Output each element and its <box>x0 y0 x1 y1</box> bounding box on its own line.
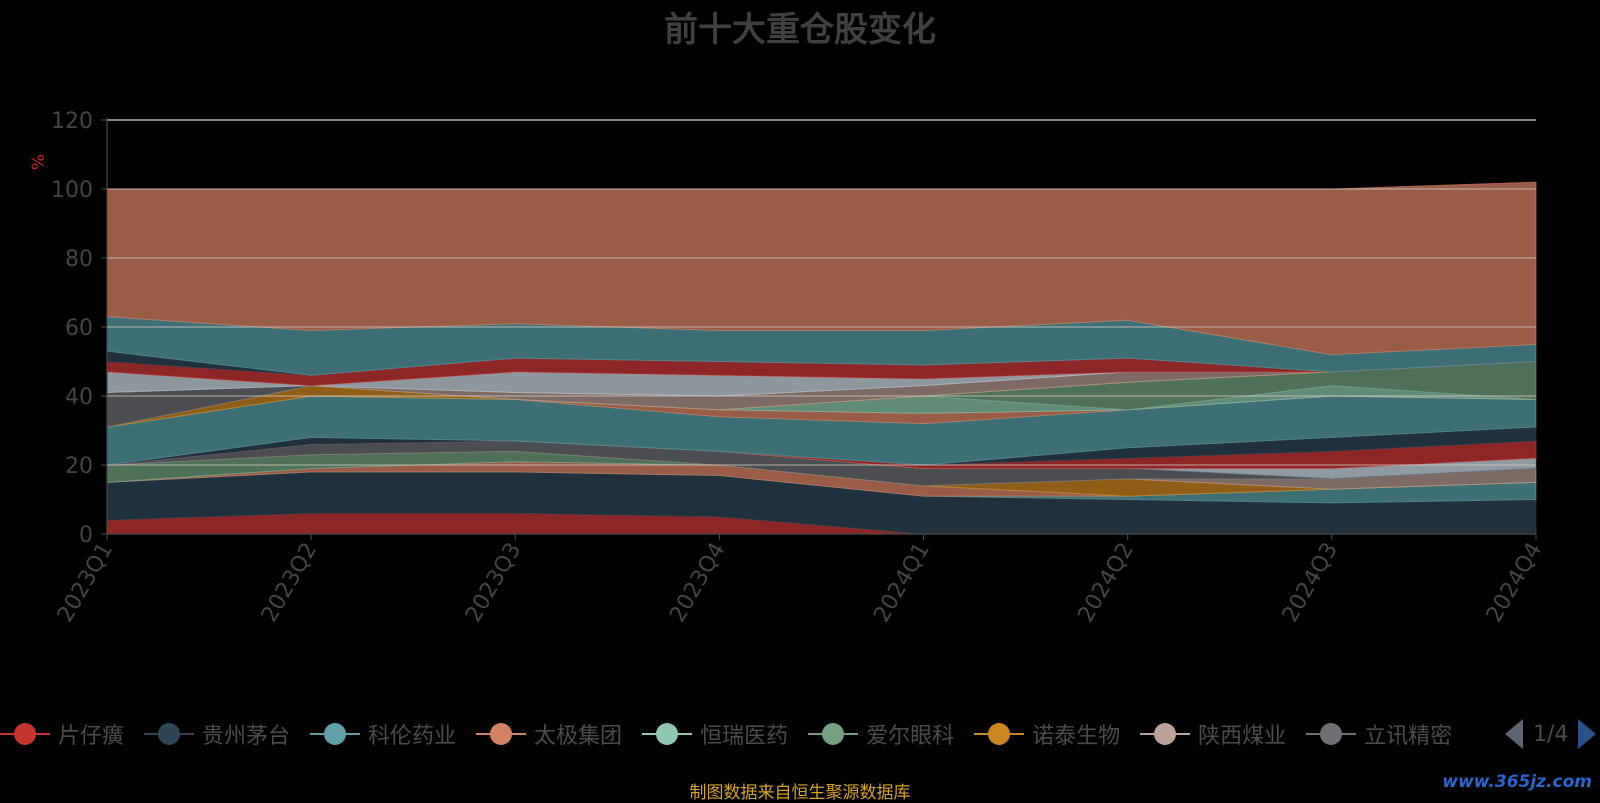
x-tick-label: 2023Q1 <box>53 539 118 627</box>
legend-label: 太极集团 <box>534 724 623 749</box>
legend-symbol-icon <box>1140 722 1191 746</box>
legend-symbol-icon <box>476 722 527 746</box>
legend-symbol-icon <box>974 722 1025 746</box>
y-axis-unit-label: % <box>29 154 49 170</box>
y-tick-label: 80 <box>65 247 93 272</box>
y-tick-label: 60 <box>65 316 93 341</box>
y-tick-label: 100 <box>51 178 93 203</box>
legend-item[interactable]: 恒瑞医药 <box>642 718 788 750</box>
y-tick-label: 120 <box>51 109 93 134</box>
legend-next-arrow-icon[interactable] <box>1578 719 1597 749</box>
y-tick-label: 0 <box>79 523 93 548</box>
grid-lines <box>107 119 1536 466</box>
legend-label: 贵州茅台 <box>202 724 291 749</box>
legend-label: 科伦药业 <box>368 724 457 749</box>
data-source-note: 制图数据来自恒生聚源数据库 <box>689 783 911 803</box>
area-series-25[interactable] <box>106 181 1537 356</box>
legend-symbol-icon <box>1306 722 1357 746</box>
y-tick-label: 20 <box>65 454 93 479</box>
legend-page-indicator: 1/4 <box>1533 721 1569 747</box>
legend-pager: 1/4 <box>1505 716 1597 752</box>
x-tick-label: 2024Q2 <box>1074 539 1139 627</box>
legend: 片仔癀 贵州茅台 科伦药业 太极集团 恒瑞医药 爱尔眼科 诺泰生物 陕西煤业 立讯精密 <box>0 714 1490 754</box>
legend-symbol-icon <box>310 722 361 746</box>
x-tick-label: 2023Q4 <box>665 539 730 627</box>
legend-symbol-icon <box>0 722 50 746</box>
x-tick-label: 2024Q3 <box>1278 539 1343 627</box>
legend-label: 诺泰生物 <box>1032 724 1121 749</box>
legend-symbol-icon <box>808 722 859 746</box>
legend-item[interactable]: 陕西煤业 <box>1140 718 1286 750</box>
x-tick-label: 2024Q1 <box>869 539 934 627</box>
legend-item[interactable]: 太极集团 <box>476 718 622 750</box>
legend-label: 爱尔眼科 <box>866 724 955 749</box>
x-tick-label: 2023Q3 <box>461 539 526 627</box>
legend-label: 立讯精密 <box>1364 724 1453 749</box>
legend-item[interactable]: 诺泰生物 <box>974 718 1120 750</box>
legend-item[interactable]: 爱尔眼科 <box>808 718 954 750</box>
legend-item[interactable]: 立讯精密 <box>1306 718 1452 750</box>
y-tick-label: 40 <box>65 385 93 410</box>
area-series-layer <box>106 181 1537 535</box>
legend-symbol-icon <box>144 722 195 746</box>
legend-label: 片仔癀 <box>58 724 125 749</box>
legend-label: 恒瑞医药 <box>700 724 789 749</box>
legend-item[interactable]: 科伦药业 <box>310 718 456 750</box>
x-tick-label: 2023Q2 <box>257 539 322 627</box>
legend-label: 陕西煤业 <box>1198 724 1287 749</box>
chart-title: 前十大重仓股变化 <box>664 10 936 50</box>
watermark: www.365jz.com <box>1442 772 1592 792</box>
legend-item[interactable]: 片仔癀 <box>0 718 124 750</box>
legend-item[interactable]: 贵州茅台 <box>144 718 290 750</box>
x-tick-label: 2024Q4 <box>1482 539 1547 627</box>
legend-symbol-icon <box>642 722 693 746</box>
legend-prev-arrow-icon[interactable] <box>1505 719 1523 749</box>
